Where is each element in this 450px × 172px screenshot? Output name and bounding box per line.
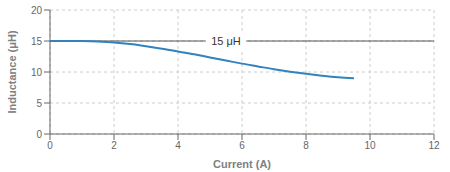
svg-text:15: 15 — [31, 36, 43, 47]
svg-text:0: 0 — [36, 129, 42, 140]
svg-text:12: 12 — [428, 140, 440, 151]
svg-text:10: 10 — [31, 67, 43, 78]
svg-text:0: 0 — [47, 140, 53, 151]
svg-text:Current (A): Current (A) — [213, 158, 271, 170]
svg-text:6: 6 — [239, 140, 245, 151]
svg-text:10: 10 — [364, 140, 376, 151]
svg-text:8: 8 — [303, 140, 309, 151]
svg-text:20: 20 — [31, 5, 43, 16]
svg-text:4: 4 — [175, 140, 181, 151]
svg-text:2: 2 — [111, 140, 117, 151]
svg-text:Inductance (μH): Inductance (μH) — [8, 30, 18, 113]
svg-text:15 μH: 15 μH — [211, 35, 241, 47]
svg-text:5: 5 — [36, 98, 42, 109]
